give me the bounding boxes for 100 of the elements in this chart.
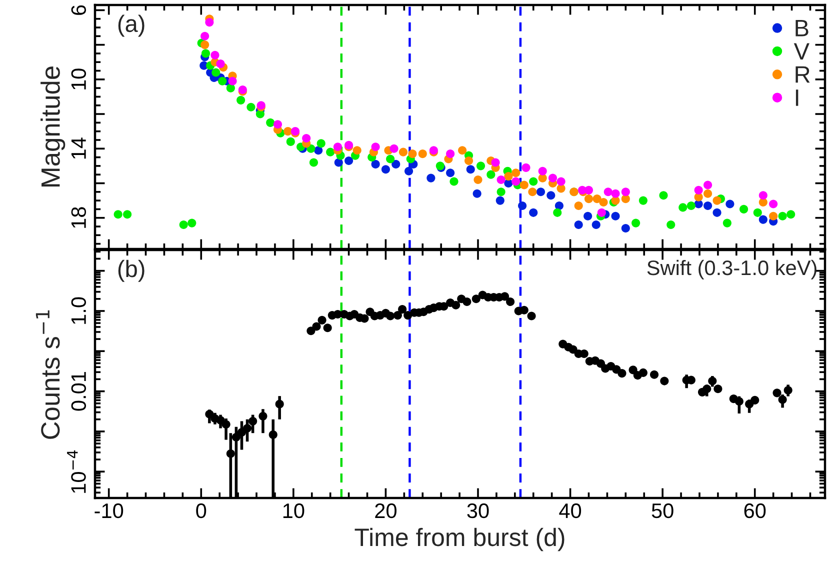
x-tick-label: -10: [94, 503, 124, 518]
point: [554, 201, 564, 210]
point: [212, 68, 220, 77]
point: [522, 163, 530, 172]
point: [472, 189, 482, 198]
point: [398, 148, 408, 156]
point: [611, 212, 620, 220]
point: [309, 158, 318, 167]
point: [446, 150, 455, 158]
point: [114, 210, 122, 219]
y-tick-label: 10$^{−4}$: [67, 450, 86, 493]
y-axis-title: Counts s$^{−1}$: [36, 310, 60, 439]
point: [621, 188, 630, 196]
point: [786, 210, 796, 219]
point: [205, 18, 214, 27]
point: [584, 194, 594, 204]
point: [758, 191, 768, 200]
point: [404, 166, 414, 176]
point: [316, 139, 326, 148]
point: [200, 40, 210, 50]
point: [458, 146, 467, 155]
point: [371, 142, 380, 152]
point: [426, 174, 436, 182]
point: [352, 146, 362, 155]
point: [538, 166, 547, 176]
point: [512, 168, 520, 178]
point: [486, 170, 496, 179]
point: [496, 188, 506, 196]
point: [344, 156, 354, 166]
point: [659, 191, 668, 200]
x-tick-label: 50: [652, 503, 674, 518]
point: [286, 137, 295, 146]
point: [446, 168, 455, 178]
point: [574, 220, 583, 230]
y-tick-label: 10: [71, 68, 86, 90]
point: [314, 146, 323, 155]
point: [712, 196, 722, 205]
point: [226, 84, 235, 92]
point: [638, 196, 648, 205]
point: [584, 212, 592, 220]
point: [599, 198, 608, 207]
point: [528, 188, 537, 196]
point: [188, 218, 196, 228]
point: [418, 150, 427, 158]
point: [740, 204, 748, 214]
annotation: (a): [118, 14, 144, 37]
point: [520, 180, 528, 190]
legend-label: B: [796, 20, 808, 36]
point: [621, 194, 630, 204]
point: [678, 203, 688, 212]
y-tick-label: 1.0: [71, 297, 86, 324]
y-tick-label: 14: [71, 138, 86, 159]
point: [758, 215, 768, 224]
point: [381, 165, 390, 174]
point: [236, 96, 246, 104]
point: [722, 218, 732, 228]
point: [597, 208, 606, 217]
point: [574, 201, 583, 210]
point: [476, 162, 486, 170]
point: [228, 76, 237, 86]
y-axis-title: Magnitude: [40, 66, 66, 186]
point: [496, 176, 506, 184]
point: [604, 188, 612, 196]
point: [704, 189, 712, 198]
point: [284, 127, 292, 136]
point: [704, 180, 712, 190]
y-tick-label: 0.01: [71, 372, 86, 411]
point: [371, 160, 380, 168]
point: [592, 220, 600, 230]
point: [392, 160, 400, 168]
y-tick-label: 18: [71, 207, 86, 228]
point: [592, 194, 602, 204]
point: [466, 165, 475, 174]
point: [694, 186, 703, 194]
point: [474, 176, 482, 184]
point: [686, 201, 696, 210]
point: [216, 60, 225, 68]
point: [726, 200, 734, 208]
point: [334, 158, 343, 167]
y-tick-label: 6: [71, 5, 86, 15]
point: [529, 208, 538, 217]
point: [123, 210, 132, 219]
x-tick-label: 40: [559, 503, 582, 518]
point: [408, 150, 417, 158]
point: [512, 177, 520, 186]
point: [529, 177, 538, 186]
point: [210, 50, 220, 60]
legend-label: V: [794, 43, 810, 60]
point: [246, 102, 256, 112]
point: [390, 144, 398, 153]
point: [666, 220, 676, 230]
annotation: Swift (0.3-1.0 keV): [647, 260, 816, 280]
point: [753, 208, 762, 217]
point: [496, 196, 504, 205]
legend-label: I: [796, 90, 798, 106]
point: [201, 49, 210, 58]
point: [556, 177, 566, 186]
point: [504, 172, 513, 181]
point: [200, 32, 210, 40]
point: [273, 120, 282, 129]
